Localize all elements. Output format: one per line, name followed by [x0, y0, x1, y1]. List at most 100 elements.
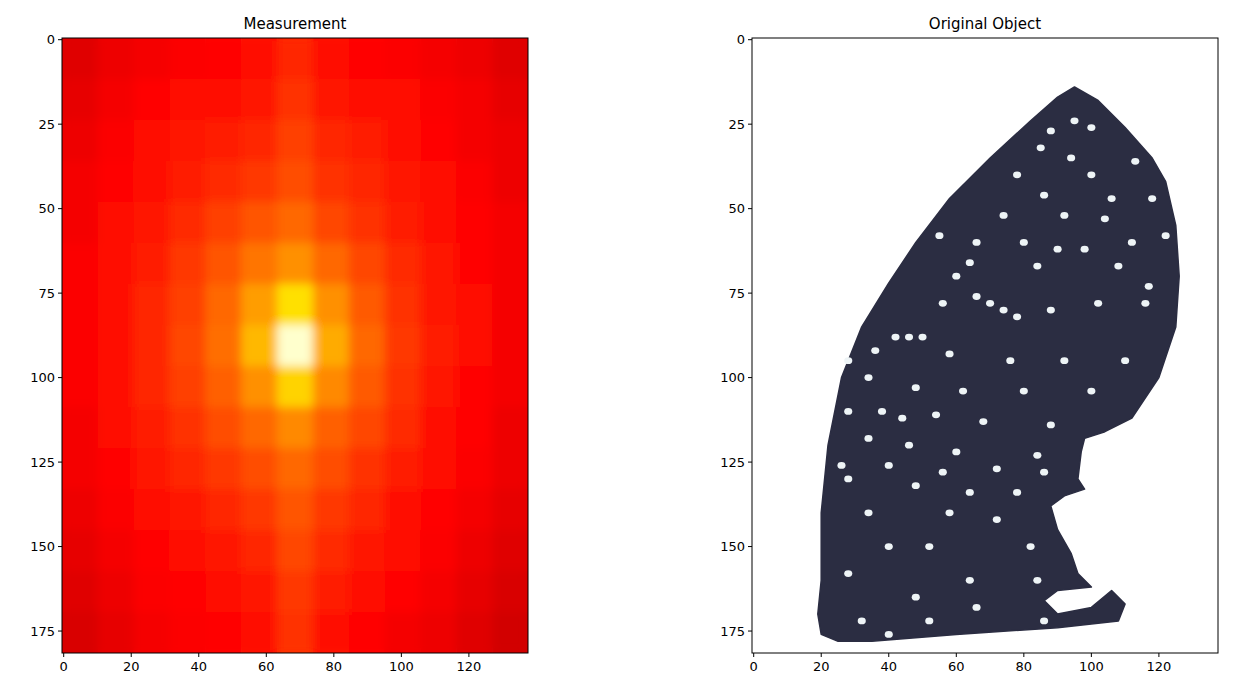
y-tick-label: 100	[720, 370, 745, 385]
heatmap-cell	[420, 530, 456, 571]
heatmap-cell	[349, 38, 385, 79]
heatmap-cell	[492, 571, 528, 613]
heatmap-cell-smooth	[420, 489, 456, 530]
object-hole	[959, 388, 967, 395]
heatmap-cell	[385, 612, 421, 653]
heatmap-cell	[349, 161, 385, 202]
heatmap-cell	[349, 407, 385, 448]
heatmap-cell	[241, 489, 277, 530]
object-hole	[1121, 357, 1129, 364]
object-hole	[966, 577, 974, 584]
heatmap-cell	[349, 489, 385, 530]
heatmap-cell	[277, 325, 313, 367]
object-hole	[973, 239, 981, 246]
heatmap-cell	[62, 612, 98, 653]
x-tick	[753, 653, 754, 657]
object-hole	[864, 435, 872, 442]
heatmap-cell-smooth	[385, 448, 421, 490]
heatmap-cell-smooth	[277, 571, 313, 613]
heatmap-cell	[420, 448, 456, 490]
heatmap-cell	[205, 38, 241, 79]
y-tick	[748, 462, 752, 463]
heatmap-cell	[98, 325, 134, 367]
heatmap-cell-smooth	[205, 120, 241, 161]
heatmap-cell	[492, 284, 528, 325]
object-hole	[1081, 246, 1089, 253]
heatmap-cell	[98, 489, 134, 530]
heatmap-cell-smooth	[134, 366, 170, 407]
heatmap-cell	[134, 161, 170, 202]
heatmap-cell-smooth	[98, 202, 134, 244]
heatmap-cell	[349, 120, 385, 161]
heatmap-cell-smooth	[385, 325, 421, 367]
heatmap-cell	[277, 571, 313, 613]
object-hole	[932, 411, 940, 418]
heatmap-cell	[170, 202, 206, 244]
heatmap-cell	[62, 79, 98, 121]
heatmap-cell	[62, 530, 98, 571]
heatmap-cell	[62, 448, 98, 490]
y-tick	[748, 39, 752, 40]
heatmap-cell	[313, 407, 349, 448]
heatmap-cell	[205, 79, 241, 121]
object-hole	[878, 408, 886, 415]
y-tick-label: 175	[720, 624, 745, 639]
heatmap-cell-smooth	[385, 161, 421, 202]
heatmap-cell	[313, 120, 349, 161]
object-hole	[885, 631, 893, 638]
heatmap-cell-smooth	[134, 448, 170, 490]
heatmap-cell	[205, 120, 241, 161]
heatmap-cell	[313, 79, 349, 121]
heatmap-cell-smooth	[420, 38, 456, 79]
heatmap-cell	[492, 325, 528, 367]
x-tick-label: 20	[123, 659, 140, 674]
heatmap-cell	[134, 366, 170, 407]
heatmap-cell-smooth	[385, 530, 421, 571]
heatmap-cell-smooth	[385, 612, 421, 653]
object-hole	[986, 300, 994, 307]
heatmap-cell-smooth	[385, 120, 421, 161]
heatmap-cell	[205, 612, 241, 653]
object-hole	[966, 259, 974, 266]
object-hole	[1054, 246, 1062, 253]
heatmap-cell-smooth	[62, 202, 98, 244]
object-hole	[1060, 212, 1068, 219]
heatmap-cell-smooth	[62, 325, 98, 367]
object-hole	[993, 465, 1001, 472]
heatmap-cell-smooth	[349, 243, 385, 284]
heatmap-cell	[456, 161, 492, 202]
heatmap-cell-smooth	[170, 38, 206, 79]
heatmap-cell	[98, 38, 134, 79]
heatmap-cell-smooth	[241, 120, 277, 161]
heatmap-cell	[349, 243, 385, 284]
heatmap-cell-smooth	[385, 284, 421, 325]
heatmap-cell	[420, 284, 456, 325]
object-hole	[925, 543, 933, 550]
heatmap-cell-smooth	[492, 448, 528, 490]
heatmap-cell-smooth	[241, 38, 277, 79]
heatmap-cell-smooth	[456, 38, 492, 79]
heatmap-cell-smooth	[313, 407, 349, 448]
y-tick-label: 25	[38, 117, 55, 132]
heatmap-cell	[277, 161, 313, 202]
heatmap-cell	[456, 571, 492, 613]
heatmap-cell-smooth	[241, 448, 277, 490]
heatmap-cell	[241, 612, 277, 653]
heatmap-cell	[349, 202, 385, 244]
heatmap-cell	[313, 161, 349, 202]
object-hole	[1013, 171, 1021, 178]
heatmap-cell	[134, 612, 170, 653]
x-tick-label: 80	[1016, 659, 1033, 674]
y-tick	[748, 631, 752, 632]
object-hole	[1145, 283, 1153, 290]
heatmap-cell	[492, 161, 528, 202]
heatmap-cell	[241, 325, 277, 367]
object-hole	[945, 351, 953, 358]
heatmap-cell	[420, 79, 456, 121]
heatmap-cell	[62, 407, 98, 448]
heatmap-cell	[205, 161, 241, 202]
heatmap-cell	[241, 407, 277, 448]
heatmap-cell-smooth	[277, 407, 313, 448]
y-tick-label: 100	[30, 370, 55, 385]
heatmap-cell-smooth	[313, 612, 349, 653]
